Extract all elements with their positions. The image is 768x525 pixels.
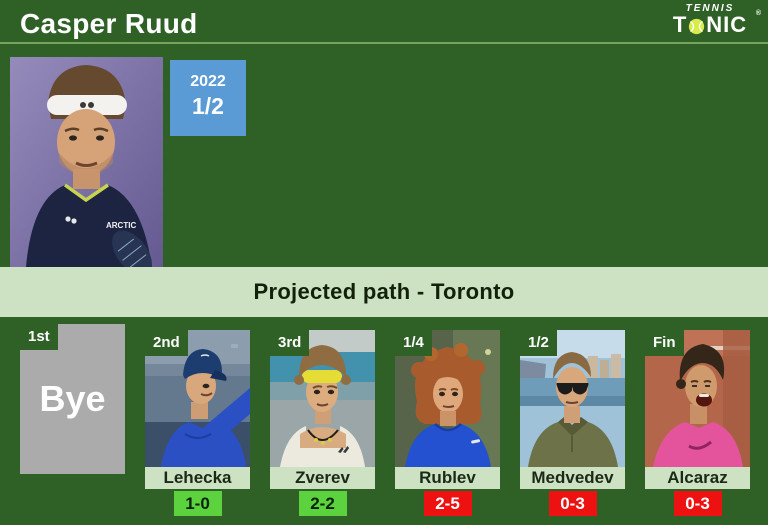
round-badge: 2nd: [145, 330, 188, 356]
registered-mark: ®: [755, 10, 762, 17]
h2h-score: 0-3: [673, 491, 722, 516]
round-badge: 3rd: [270, 330, 310, 356]
match-column-alcaraz: Fin Alcaraz 0-3: [645, 330, 750, 516]
opponent-name: Alcaraz: [645, 467, 750, 489]
logo-letters-nic: NIC: [706, 12, 748, 37]
seed-box: 2022 1/2: [170, 60, 246, 136]
tennis-ball-icon: [688, 17, 705, 34]
page-title: Casper Ruud: [20, 8, 198, 39]
bye-box: 1st Bye: [20, 324, 125, 474]
match-column-zverev: 3rd Zverev 2-2: [270, 330, 375, 516]
section-title: Projected path - Toronto: [253, 279, 515, 304]
round-badge: 1/4: [395, 330, 432, 356]
match-column-rublev: 1/4 Rublev 2-5: [395, 330, 500, 516]
h2h-score: 0-3: [548, 491, 597, 516]
h2h-score: 2-2: [298, 491, 347, 516]
match-column-lehecka: 2nd Lehecka 1-0: [145, 330, 250, 516]
h2h-score: 1-0: [173, 491, 222, 516]
round-badge: 1st: [20, 324, 58, 350]
casper-ruud-photo: ARCTIC: [10, 57, 163, 267]
opponent-name: Rublev: [395, 467, 500, 489]
logo-tennis-text: TENNIS: [685, 3, 735, 14]
logo-tonic-text: T NIC ®: [666, 10, 761, 37]
opponent-name: Zverev: [270, 467, 375, 489]
tennis-tonic-logo: TENNIS T NIC ®: [666, 3, 761, 37]
logo-letter-t: T: [672, 12, 688, 37]
opponent-name: Lehecka: [145, 467, 250, 489]
section-band: Projected path - Toronto: [0, 267, 768, 317]
round-badge: 1/2: [520, 330, 557, 356]
round-badge: Fin: [645, 330, 684, 356]
bye-label: Bye: [39, 378, 106, 419]
match-column-medvedev: 1/2 Medvedev 0-3: [520, 330, 625, 516]
h2h-score: 2-5: [423, 491, 472, 516]
shirt-logo-text: ARCTIC: [106, 221, 136, 230]
rublev-photo: [395, 330, 500, 467]
seed-value: 1/2: [192, 93, 224, 119]
seed-year: 2022: [190, 73, 226, 90]
header: Casper Ruud TENNIS T NIC ®: [0, 0, 768, 44]
lehecka-photo: [145, 330, 250, 467]
opponent-name: Medvedev: [520, 467, 625, 489]
medvedev-photo: [520, 330, 625, 467]
